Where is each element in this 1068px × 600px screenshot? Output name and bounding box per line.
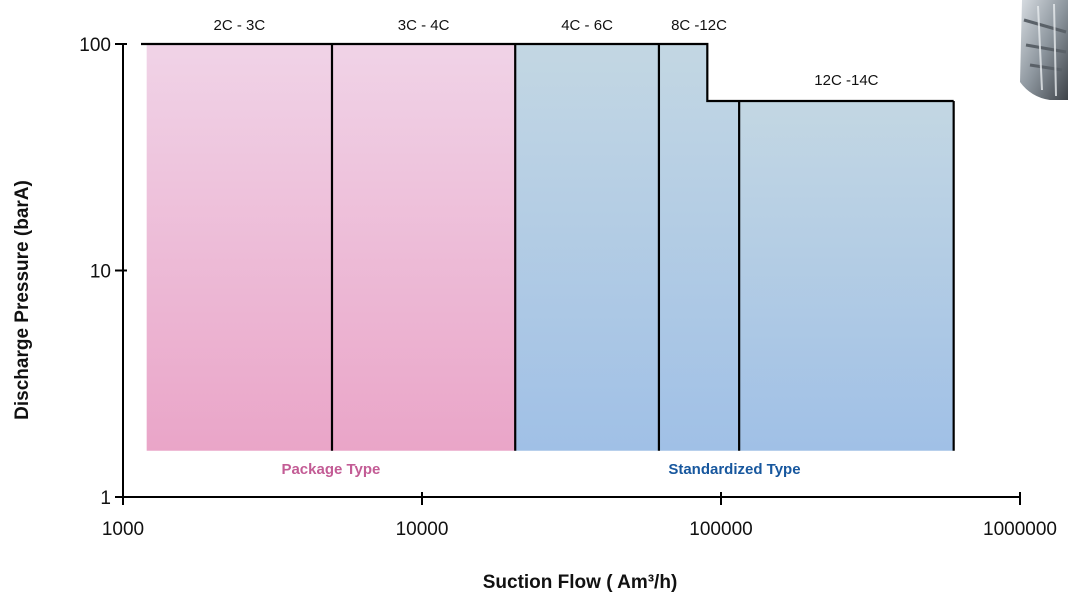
y-tick-label-100: 100 (79, 35, 111, 56)
y-axis-title: Discharge Pressure (barA) (12, 180, 33, 420)
labels: 1 10 100 1000 10000 100000 1000000 2C - 3C 3C - … (79, 17, 1057, 540)
region-label-0: 2C - 3C (213, 17, 265, 34)
x-tick-label-1000: 1000 (102, 519, 144, 540)
region-fill-2 (515, 44, 659, 451)
y-tick-label-1: 1 (100, 488, 111, 509)
x-axis-title: Suction Flow ( Am³/h) (483, 572, 678, 593)
equipment-photo (1020, 0, 1068, 100)
region-label-2: 4C - 6C (561, 17, 613, 34)
region-fill-1 (331, 44, 516, 451)
region-outlines (141, 42, 955, 451)
region-fills (146, 44, 954, 451)
x-tick-label-10000: 10000 (396, 519, 449, 540)
group-label-standardized: Standardized Type (668, 461, 800, 478)
region-label-4: 12C -14C (814, 72, 878, 89)
region-fill-0 (146, 44, 332, 451)
region-label-1: 3C - 4C (398, 17, 450, 34)
axes (115, 43, 1021, 505)
region-label-3: 8C -12C (671, 17, 727, 34)
region-fill-4 (739, 101, 954, 451)
x-tick-label-1000000: 1000000 (983, 519, 1057, 540)
x-tick-label-100000: 100000 (689, 519, 752, 540)
y-tick-label-10: 10 (90, 262, 111, 283)
group-label-package: Package Type (281, 461, 380, 478)
region-fill-3 (658, 44, 740, 451)
